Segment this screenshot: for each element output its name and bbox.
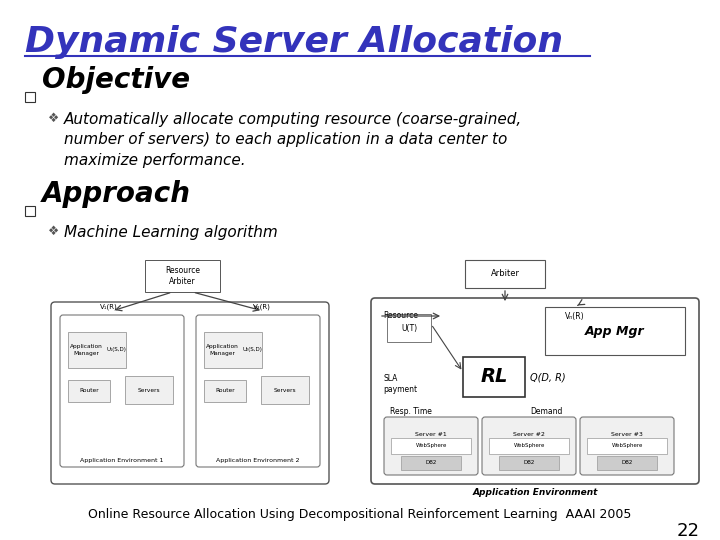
Text: SLA
payment: SLA payment xyxy=(383,374,417,394)
FancyBboxPatch shape xyxy=(489,438,569,454)
FancyBboxPatch shape xyxy=(391,438,471,454)
FancyBboxPatch shape xyxy=(51,302,329,484)
Text: Demand: Demand xyxy=(530,407,562,416)
FancyBboxPatch shape xyxy=(597,456,657,470)
Text: DB2: DB2 xyxy=(426,461,437,465)
Text: U₂(S,D): U₂(S,D) xyxy=(242,348,262,353)
Text: Approach: Approach xyxy=(42,180,191,208)
Text: Arbiter: Arbiter xyxy=(490,269,520,279)
Text: Dynamic Server Allocation: Dynamic Server Allocation xyxy=(25,25,563,59)
Text: Resource
Arbiter: Resource Arbiter xyxy=(165,266,200,286)
Text: Servers: Servers xyxy=(274,388,297,393)
FancyBboxPatch shape xyxy=(384,417,478,475)
Text: Q(D, R): Q(D, R) xyxy=(530,372,566,382)
FancyBboxPatch shape xyxy=(387,314,431,342)
Text: V₂(R): V₂(R) xyxy=(253,303,271,309)
Text: Objective: Objective xyxy=(42,66,190,94)
FancyBboxPatch shape xyxy=(499,456,559,470)
Text: Server #1: Server #1 xyxy=(415,431,447,436)
Text: Application
Manager: Application Manager xyxy=(206,345,238,356)
Text: WebSphere: WebSphere xyxy=(415,443,446,449)
Text: DB2: DB2 xyxy=(621,461,633,465)
FancyBboxPatch shape xyxy=(25,206,35,216)
Text: U₁(S,D): U₁(S,D) xyxy=(106,348,126,353)
FancyBboxPatch shape xyxy=(68,332,126,368)
FancyBboxPatch shape xyxy=(580,417,674,475)
Text: Resource: Resource xyxy=(383,312,418,321)
Text: WebSphere: WebSphere xyxy=(513,443,545,449)
Text: Application Environment: Application Environment xyxy=(472,488,598,497)
Text: Automatically allocate computing resource (coarse-grained,
number of servers) to: Automatically allocate computing resourc… xyxy=(64,112,522,168)
Text: V₁(R): V₁(R) xyxy=(100,303,118,309)
Text: Router: Router xyxy=(215,388,235,394)
Text: Vₙ(R): Vₙ(R) xyxy=(565,312,585,321)
Text: Resp. Time: Resp. Time xyxy=(390,407,432,416)
Text: WebSphere: WebSphere xyxy=(611,443,643,449)
FancyBboxPatch shape xyxy=(196,315,320,467)
FancyBboxPatch shape xyxy=(401,456,461,470)
Text: U(T): U(T) xyxy=(401,323,417,333)
FancyBboxPatch shape xyxy=(125,376,173,404)
FancyBboxPatch shape xyxy=(25,92,35,102)
FancyBboxPatch shape xyxy=(465,260,545,288)
Text: Application
Manager: Application Manager xyxy=(70,345,102,356)
Text: App Mgr: App Mgr xyxy=(585,325,645,338)
Text: Server #2: Server #2 xyxy=(513,431,545,436)
Text: Servers: Servers xyxy=(138,388,161,393)
FancyBboxPatch shape xyxy=(261,376,309,404)
FancyBboxPatch shape xyxy=(587,438,667,454)
Text: Application Environment 2: Application Environment 2 xyxy=(216,458,300,463)
FancyBboxPatch shape xyxy=(482,417,576,475)
FancyBboxPatch shape xyxy=(463,357,525,397)
Text: Online Resource Allocation Using Decompositional Reinforcement Learning  AAAI 20: Online Resource Allocation Using Decompo… xyxy=(89,508,631,521)
Text: RL: RL xyxy=(480,368,508,387)
FancyBboxPatch shape xyxy=(371,298,699,484)
Text: ❖: ❖ xyxy=(48,225,59,238)
FancyBboxPatch shape xyxy=(68,380,110,402)
FancyBboxPatch shape xyxy=(545,307,685,355)
FancyBboxPatch shape xyxy=(60,315,184,467)
FancyBboxPatch shape xyxy=(145,260,220,292)
Text: Server #3: Server #3 xyxy=(611,431,643,436)
Text: DB2: DB2 xyxy=(523,461,535,465)
Text: Application Environment 1: Application Environment 1 xyxy=(81,458,163,463)
Text: Machine Learning algorithm: Machine Learning algorithm xyxy=(64,225,278,240)
Text: ❖: ❖ xyxy=(48,112,59,125)
Text: 22: 22 xyxy=(677,522,700,540)
Text: Router: Router xyxy=(79,388,99,394)
FancyBboxPatch shape xyxy=(204,332,262,368)
FancyBboxPatch shape xyxy=(204,380,246,402)
